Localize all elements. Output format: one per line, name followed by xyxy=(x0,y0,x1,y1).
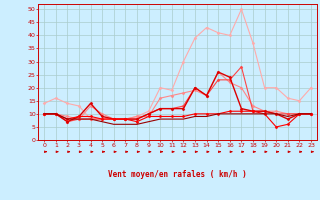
Text: Vent moyen/en rafales ( km/h ): Vent moyen/en rafales ( km/h ) xyxy=(108,170,247,179)
